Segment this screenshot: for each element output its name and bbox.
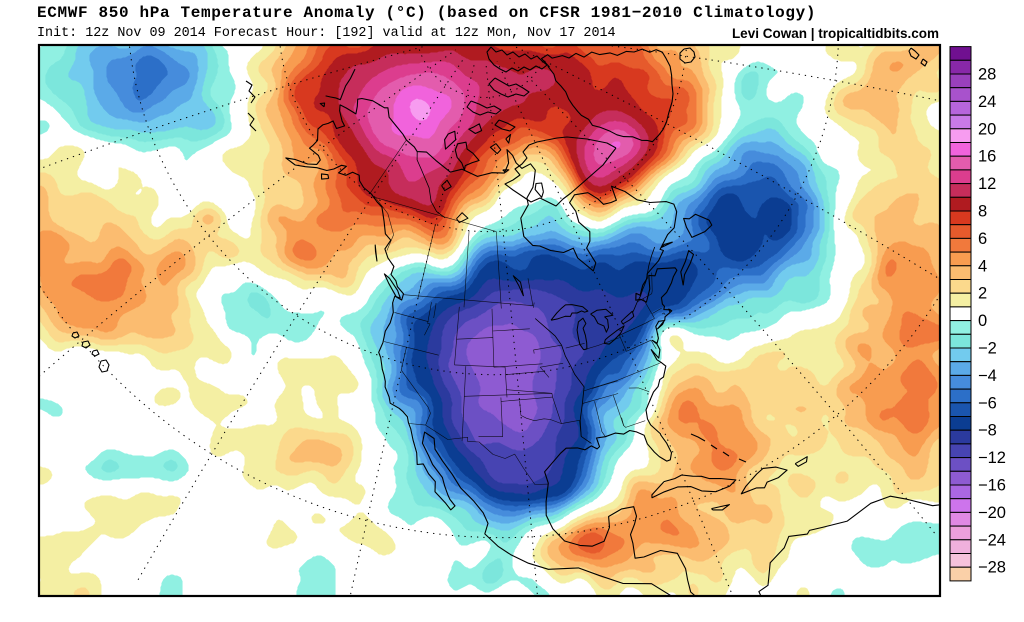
svg-text:−6: −6 <box>978 394 997 412</box>
svg-text:−8: −8 <box>978 422 997 440</box>
svg-text:2: 2 <box>978 285 987 303</box>
svg-text:−12: −12 <box>978 449 1006 467</box>
svg-text:−2: −2 <box>978 340 997 358</box>
svg-text:28: 28 <box>978 66 996 84</box>
svg-text:0: 0 <box>978 312 987 330</box>
svg-text:20: 20 <box>978 120 996 138</box>
svg-text:6: 6 <box>978 230 987 248</box>
svg-text:−20: −20 <box>978 504 1006 522</box>
svg-text:8: 8 <box>978 203 987 221</box>
svg-text:4: 4 <box>978 257 987 275</box>
svg-text:−4: −4 <box>978 367 997 385</box>
svg-text:24: 24 <box>978 93 996 111</box>
svg-text:−28: −28 <box>978 559 1006 577</box>
svg-text:−16: −16 <box>978 477 1006 495</box>
svg-text:12: 12 <box>978 175 996 193</box>
svg-text:16: 16 <box>978 148 996 166</box>
svg-text:−24: −24 <box>978 531 1006 549</box>
